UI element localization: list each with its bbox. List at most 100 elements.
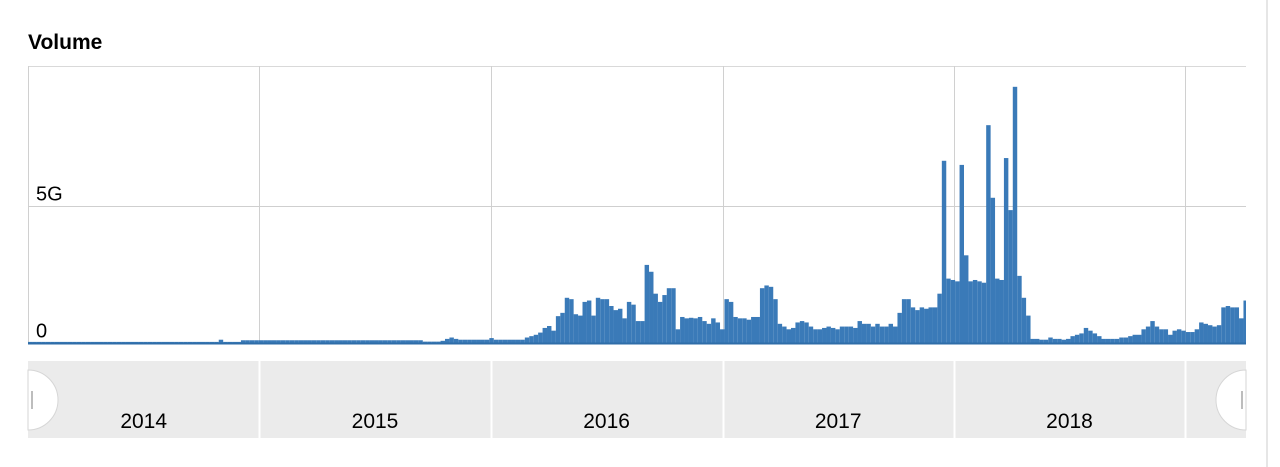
- volume-bar: [76, 341, 82, 343]
- volume-bar: [515, 339, 521, 343]
- volume-bar: [351, 340, 357, 343]
- volume-bar: [1017, 275, 1022, 343]
- volume-bar: [684, 318, 689, 343]
- volume-bar: [413, 340, 419, 343]
- volume-bar: [72, 341, 77, 343]
- volume-bar: [733, 316, 738, 343]
- volume-bar: [1137, 334, 1142, 343]
- volume-bar: [85, 341, 91, 343]
- volume-bar: [1216, 325, 1222, 343]
- volume-bar: [937, 293, 942, 343]
- volume-bar: [1128, 336, 1133, 343]
- volume-bar: [972, 279, 978, 343]
- volume-bar: [1132, 334, 1138, 343]
- volume-bar: [196, 341, 202, 343]
- volume-bar: [573, 314, 579, 343]
- volume-bar: [777, 323, 783, 343]
- volume-bar: [1145, 326, 1151, 343]
- volume-bar: [799, 321, 805, 343]
- volume-bar: [1172, 330, 1177, 343]
- volume-bar: [223, 341, 228, 343]
- left-handle-knob[interactable]: [27, 369, 59, 431]
- volume-bar: [542, 327, 548, 343]
- volume-bar: [152, 341, 157, 343]
- volume-bar: [826, 326, 831, 343]
- navigator-left-handle[interactable]: [27, 369, 59, 431]
- volume-bar: [604, 299, 610, 343]
- volume-bar: [950, 279, 956, 343]
- volume-bar: [675, 329, 681, 343]
- volume-bar: [844, 326, 849, 343]
- volume-bar: [280, 340, 286, 343]
- volume-bar: [307, 340, 312, 343]
- volume-bar: [507, 339, 512, 343]
- volume-bar: [595, 297, 601, 343]
- volume-bar: [59, 341, 64, 343]
- volume-bar: [711, 318, 716, 343]
- volume-bar: [449, 337, 454, 343]
- volume-bar: [715, 322, 721, 343]
- volume-bar: [245, 340, 250, 343]
- volume-bar: [1021, 297, 1027, 343]
- volume-bar: [489, 338, 494, 343]
- volume-bar: [751, 316, 756, 343]
- volume-bar: [98, 341, 104, 343]
- volume-bar: [276, 340, 281, 343]
- volume-bar: [387, 340, 392, 343]
- volume-bar: [649, 271, 654, 343]
- volume-bar: [294, 340, 299, 343]
- volume-bar: [884, 326, 889, 343]
- volume-bar: [693, 318, 698, 343]
- volume-bar: [600, 299, 605, 343]
- volume-bar: [240, 340, 246, 343]
- navigator-dividers: [258, 361, 1187, 438]
- volume-bar: [617, 308, 623, 343]
- volume-bar: [946, 278, 951, 343]
- volume-bar: [529, 336, 534, 343]
- volume-bar: [311, 340, 317, 343]
- volume-bar: [165, 341, 170, 343]
- volume-bar: [41, 341, 46, 343]
- volume-bar: [1079, 333, 1084, 343]
- volume-bar: [1057, 338, 1062, 343]
- volume-bar: [174, 341, 179, 343]
- volume-bar: [418, 340, 423, 343]
- volume-bar: [551, 330, 556, 343]
- volume-bar: [1105, 338, 1111, 343]
- chart-title: Volume: [28, 31, 103, 54]
- volume-bar: [901, 299, 907, 343]
- volume-bar: [728, 301, 734, 343]
- right-handle-knob[interactable]: [1215, 369, 1247, 431]
- volume-bar: [795, 322, 800, 343]
- volume-bar: [360, 340, 366, 343]
- volume-bar: [1003, 158, 1009, 343]
- right-handle-grip-icon: [1241, 391, 1243, 409]
- range-navigator[interactable]: 2014 2015 2016 2017 2018: [27, 361, 1247, 438]
- volume-bar: [1168, 334, 1173, 343]
- volume-bar: [471, 339, 477, 343]
- volume-bar: [1212, 326, 1217, 343]
- volume-bar: [569, 299, 574, 343]
- volume-bar: [382, 340, 388, 343]
- volume-bar: [467, 339, 472, 343]
- volume-bar: [555, 316, 561, 343]
- volume-bar: [178, 341, 184, 343]
- volume-bar: [45, 341, 51, 343]
- volume-bar: [396, 340, 401, 343]
- volume-bar: [1159, 329, 1164, 343]
- navigator-right-handle[interactable]: [1215, 369, 1247, 431]
- volume-bar: [1052, 338, 1058, 343]
- volume-bar: [977, 281, 982, 343]
- volume-bar: [329, 340, 335, 343]
- volume-bar: [680, 316, 685, 343]
- volume-bar: [502, 339, 508, 343]
- plot-top-border: [28, 66, 1246, 67]
- volume-bar: [303, 340, 308, 343]
- volume-bar: [342, 340, 348, 343]
- volume-bar: [458, 339, 463, 343]
- volume-bar: [476, 339, 481, 343]
- volume-bar: [263, 340, 268, 343]
- volume-bar: [764, 285, 769, 343]
- volume-bar: [790, 327, 796, 343]
- volume-bar: [32, 341, 37, 343]
